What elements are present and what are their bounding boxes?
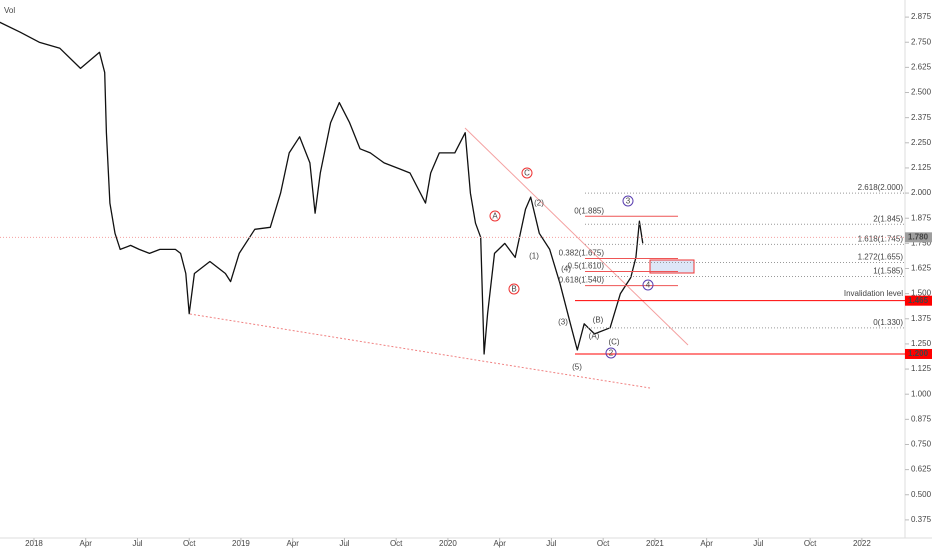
x-tick-label: Jul [546, 539, 556, 548]
y-tick-label: 1.375 [911, 314, 932, 323]
fib-label: 1.618(1.745) [858, 234, 904, 243]
y-tick-label: 1.875 [911, 213, 932, 222]
x-tick-label: Oct [390, 539, 403, 548]
fib-label: 0.618(1.540) [559, 276, 605, 285]
y-tick-label: 2.750 [911, 37, 932, 46]
fib-label: 1.272(1.655) [858, 253, 904, 262]
volume-label: Vol [4, 6, 15, 15]
fib-label: 2(1.845) [873, 214, 903, 223]
x-tick-label: Oct [804, 539, 817, 548]
wave-circle [642, 279, 654, 291]
target-box [649, 259, 695, 274]
y-tick-label: 2.625 [911, 62, 932, 71]
wave-label: (4) [561, 265, 571, 274]
fib-label: 1(1.585) [873, 267, 903, 276]
wave-label: (A) [589, 332, 600, 341]
y-tick-label: 2.125 [911, 163, 932, 172]
fib-label: 0.5(1.610) [568, 262, 605, 271]
y-tick-label: 1.250 [911, 339, 932, 348]
wave-label: B [511, 285, 516, 294]
trend-line [464, 127, 689, 346]
y-tick-label: 1.125 [911, 364, 932, 373]
y-tick-label: 2.375 [911, 113, 932, 122]
fib-label: 0.382(1.675) [559, 249, 605, 258]
x-tick-label: Apr [286, 539, 299, 548]
wave-circle [622, 195, 634, 207]
price-tag [905, 348, 932, 359]
fib-label: 2.618(2.000) [858, 183, 904, 192]
x-tick-label: Jul [753, 539, 763, 548]
wave-circle [508, 283, 520, 295]
y-tick-label: 1.750 [911, 238, 932, 247]
y-tick-label: 2.500 [911, 88, 932, 97]
annotation: Invalidation level [844, 289, 903, 298]
wave-label: (5) [572, 363, 582, 372]
wave-label: (2) [534, 199, 544, 208]
x-tick-label: Apr [79, 539, 92, 548]
price-tag-label: 1.465 [908, 296, 929, 305]
wave-label: (3) [558, 318, 568, 327]
y-tick-label: 0.875 [911, 414, 932, 423]
price-line [0, 21, 644, 355]
y-tick-label: 2.875 [911, 12, 932, 21]
x-tick-label: Apr [493, 539, 506, 548]
wave-label: (B) [593, 316, 604, 325]
x-tick-label: 2020 [439, 539, 457, 548]
wave-label: C [524, 169, 530, 178]
x-tick-label: Jul [132, 539, 142, 548]
x-tick-label: 2022 [853, 539, 871, 548]
fib-label: 0(1.885) [574, 206, 604, 215]
y-tick-label: 0.375 [911, 515, 932, 524]
wave-circle [489, 210, 501, 222]
wave-circle [521, 167, 533, 179]
y-tick-label: 2.250 [911, 138, 932, 147]
y-tick-label: 1.000 [911, 389, 932, 398]
wave-label: (C) [608, 338, 619, 347]
fib-label: 0(1.330) [873, 318, 903, 327]
price-tag [905, 232, 932, 243]
wave-label: 2 [609, 349, 614, 358]
y-tick-label: 1.500 [911, 289, 932, 298]
y-tick-label: 0.500 [911, 490, 932, 499]
x-tick-label: Jul [339, 539, 349, 548]
price-tag-label: 1.200 [908, 349, 929, 358]
x-tick-label: Oct [597, 539, 610, 548]
wave-label: 4 [646, 281, 651, 290]
x-tick-label: 2019 [232, 539, 250, 548]
trend-line [189, 313, 651, 389]
price-tag-label: 1.780 [908, 232, 929, 241]
wave-circle [605, 347, 617, 359]
y-tick-label: 1.625 [911, 264, 932, 273]
price-tag [905, 295, 932, 306]
wave-label: A [492, 212, 498, 221]
y-tick-label: 0.625 [911, 465, 932, 474]
y-tick-label: 2.000 [911, 188, 932, 197]
x-tick-label: 2021 [646, 539, 664, 548]
y-tick-label: 0.750 [911, 440, 932, 449]
x-tick-label: 2018 [25, 539, 43, 548]
x-tick-label: Apr [700, 539, 713, 548]
wave-label: (1) [529, 252, 539, 261]
x-tick-label: Oct [183, 539, 196, 548]
wave-label: 3 [626, 197, 631, 206]
